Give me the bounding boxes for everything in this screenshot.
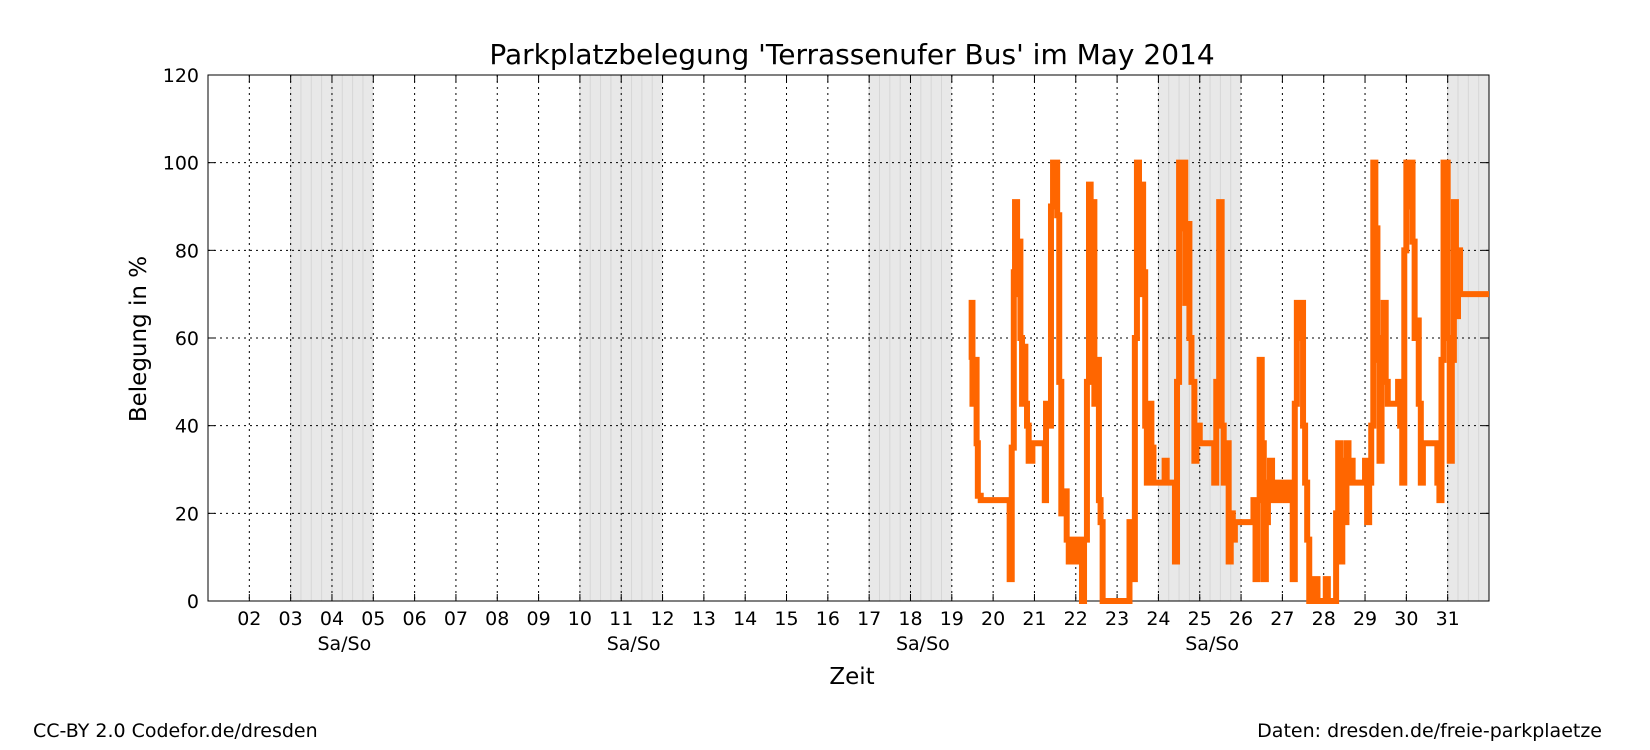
x-tick-label: 25 (1188, 608, 1212, 630)
y-tick-label: 80 (175, 240, 199, 262)
weekend-label: Sa/So (896, 633, 950, 655)
x-tick-label: 27 (1270, 608, 1294, 630)
x-tick-label: 21 (1022, 608, 1046, 630)
data-source-text: Daten: dresden.de/freie-parkplaetze (1257, 720, 1602, 742)
x-tick-label: 11 (609, 608, 633, 630)
x-tick-label: 03 (279, 608, 303, 630)
series (968, 159, 1489, 604)
weekend-label: Sa/So (607, 633, 661, 655)
x-tick-label: 22 (1064, 608, 1088, 630)
x-tick-label: 31 (1436, 608, 1460, 630)
x-tick-label: 29 (1353, 608, 1377, 630)
weekend-labels: Sa/So Sa/So Sa/So Sa/So (317, 633, 1239, 655)
ticks (208, 74, 1489, 602)
x-tick-label: 15 (774, 608, 798, 630)
y-tick-label: 120 (163, 65, 199, 87)
x-tick-label: 09 (526, 608, 550, 630)
x-tick-label: 16 (816, 608, 840, 630)
x-tick-label: 06 (403, 608, 427, 630)
x-tick-label: 20 (981, 608, 1005, 630)
y-axis-label: Belegung in % (126, 256, 152, 422)
x-tick-label: 12 (650, 608, 674, 630)
x-axis-label: Zeit (829, 664, 874, 690)
x-tick-labels: 02 03 04 05 06 07 08 09 10 11 12 13 14 15 16 17 18 19 20 21… (237, 608, 1460, 630)
series-line (968, 159, 1489, 604)
y-tick-labels: 0 20 40 60 80 100 120 (163, 65, 199, 613)
y-tick-label: 100 (163, 153, 199, 175)
x-tick-label: 28 (1312, 608, 1336, 630)
x-tick-label: 14 (733, 608, 757, 630)
x-tick-label: 05 (361, 608, 385, 630)
x-tick-label: 23 (1105, 608, 1129, 630)
y-tick-label: 60 (175, 328, 199, 350)
x-tick-label: 30 (1394, 608, 1418, 630)
x-tick-label: 08 (485, 608, 509, 630)
x-tick-label: 07 (444, 608, 468, 630)
x-tick-label: 13 (692, 608, 716, 630)
license-text: CC-BY 2.0 Codefor.de/dresden (33, 720, 318, 742)
x-tick-label: 04 (320, 608, 344, 630)
weekend-label: Sa/So (1185, 633, 1239, 655)
x-tick-label: 19 (940, 608, 964, 630)
chart-title: Parkplatzbelegung 'Terrassenufer Bus' im… (489, 38, 1214, 71)
x-tick-label: 10 (568, 608, 592, 630)
x-tick-label: 02 (237, 608, 261, 630)
y-tick-label: 20 (175, 503, 199, 525)
y-tick-label: 0 (187, 591, 199, 613)
x-tick-label: 17 (857, 608, 881, 630)
weekend-label: Sa/So (317, 633, 371, 655)
y-tick-label: 40 (175, 416, 199, 438)
x-tick-label: 18 (898, 608, 922, 630)
x-tick-label: 24 (1146, 608, 1170, 630)
x-tick-label: 26 (1229, 608, 1253, 630)
